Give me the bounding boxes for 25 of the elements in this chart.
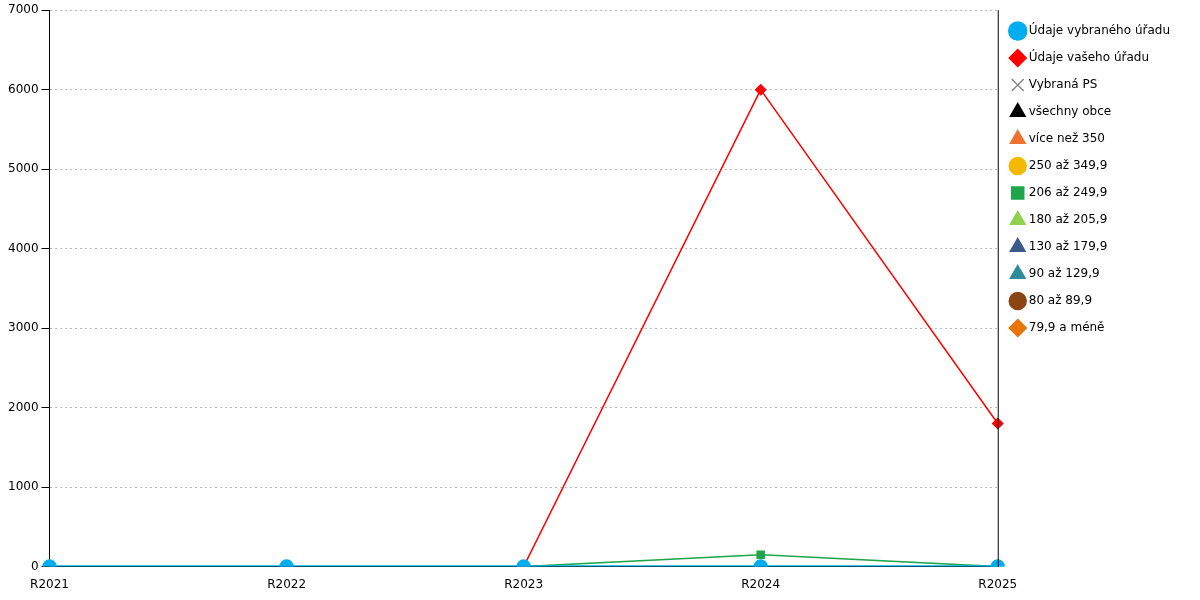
legend-label: 180 až 205,9 [1028,212,1108,227]
y-tick-label: 4000 [7,240,39,255]
legend-label: Vybraná PS [1028,77,1098,92]
y-tick-label: 1000 [7,479,39,494]
legend-label: 79,9 a méně [1028,320,1105,335]
legend-label: více než 350 [1028,131,1105,146]
legend-label: 90 až 129,9 [1028,266,1100,281]
y-tick-label: 2000 [7,399,39,414]
legend-label: Údaje vybraného úřadu [1028,22,1171,38]
x-tick-label: R2022 [267,576,307,591]
x-tick-label: R2021 [30,576,69,591]
x-tick-label: R2025 [978,576,1018,591]
y-tick-label: 3000 [7,320,39,335]
y-tick-label: 6000 [7,81,39,96]
legend-label: 130 až 179,9 [1028,239,1108,254]
y-tick-label: 0 [30,558,39,573]
y-tick-label: 5000 [7,161,39,176]
legend-label: 206 až 249,9 [1028,185,1108,200]
y-tick-label: 7000 [7,2,39,17]
legend-label: Údaje vašeho úřadu [1028,49,1150,65]
x-tick-label: R2024 [741,576,781,591]
x-tick-label: R2023 [504,576,544,591]
legend-label: 80 až 89,9 [1028,293,1093,308]
legend-label: všechny obce [1028,104,1112,119]
legend-label: 250 až 349,9 [1028,158,1108,173]
